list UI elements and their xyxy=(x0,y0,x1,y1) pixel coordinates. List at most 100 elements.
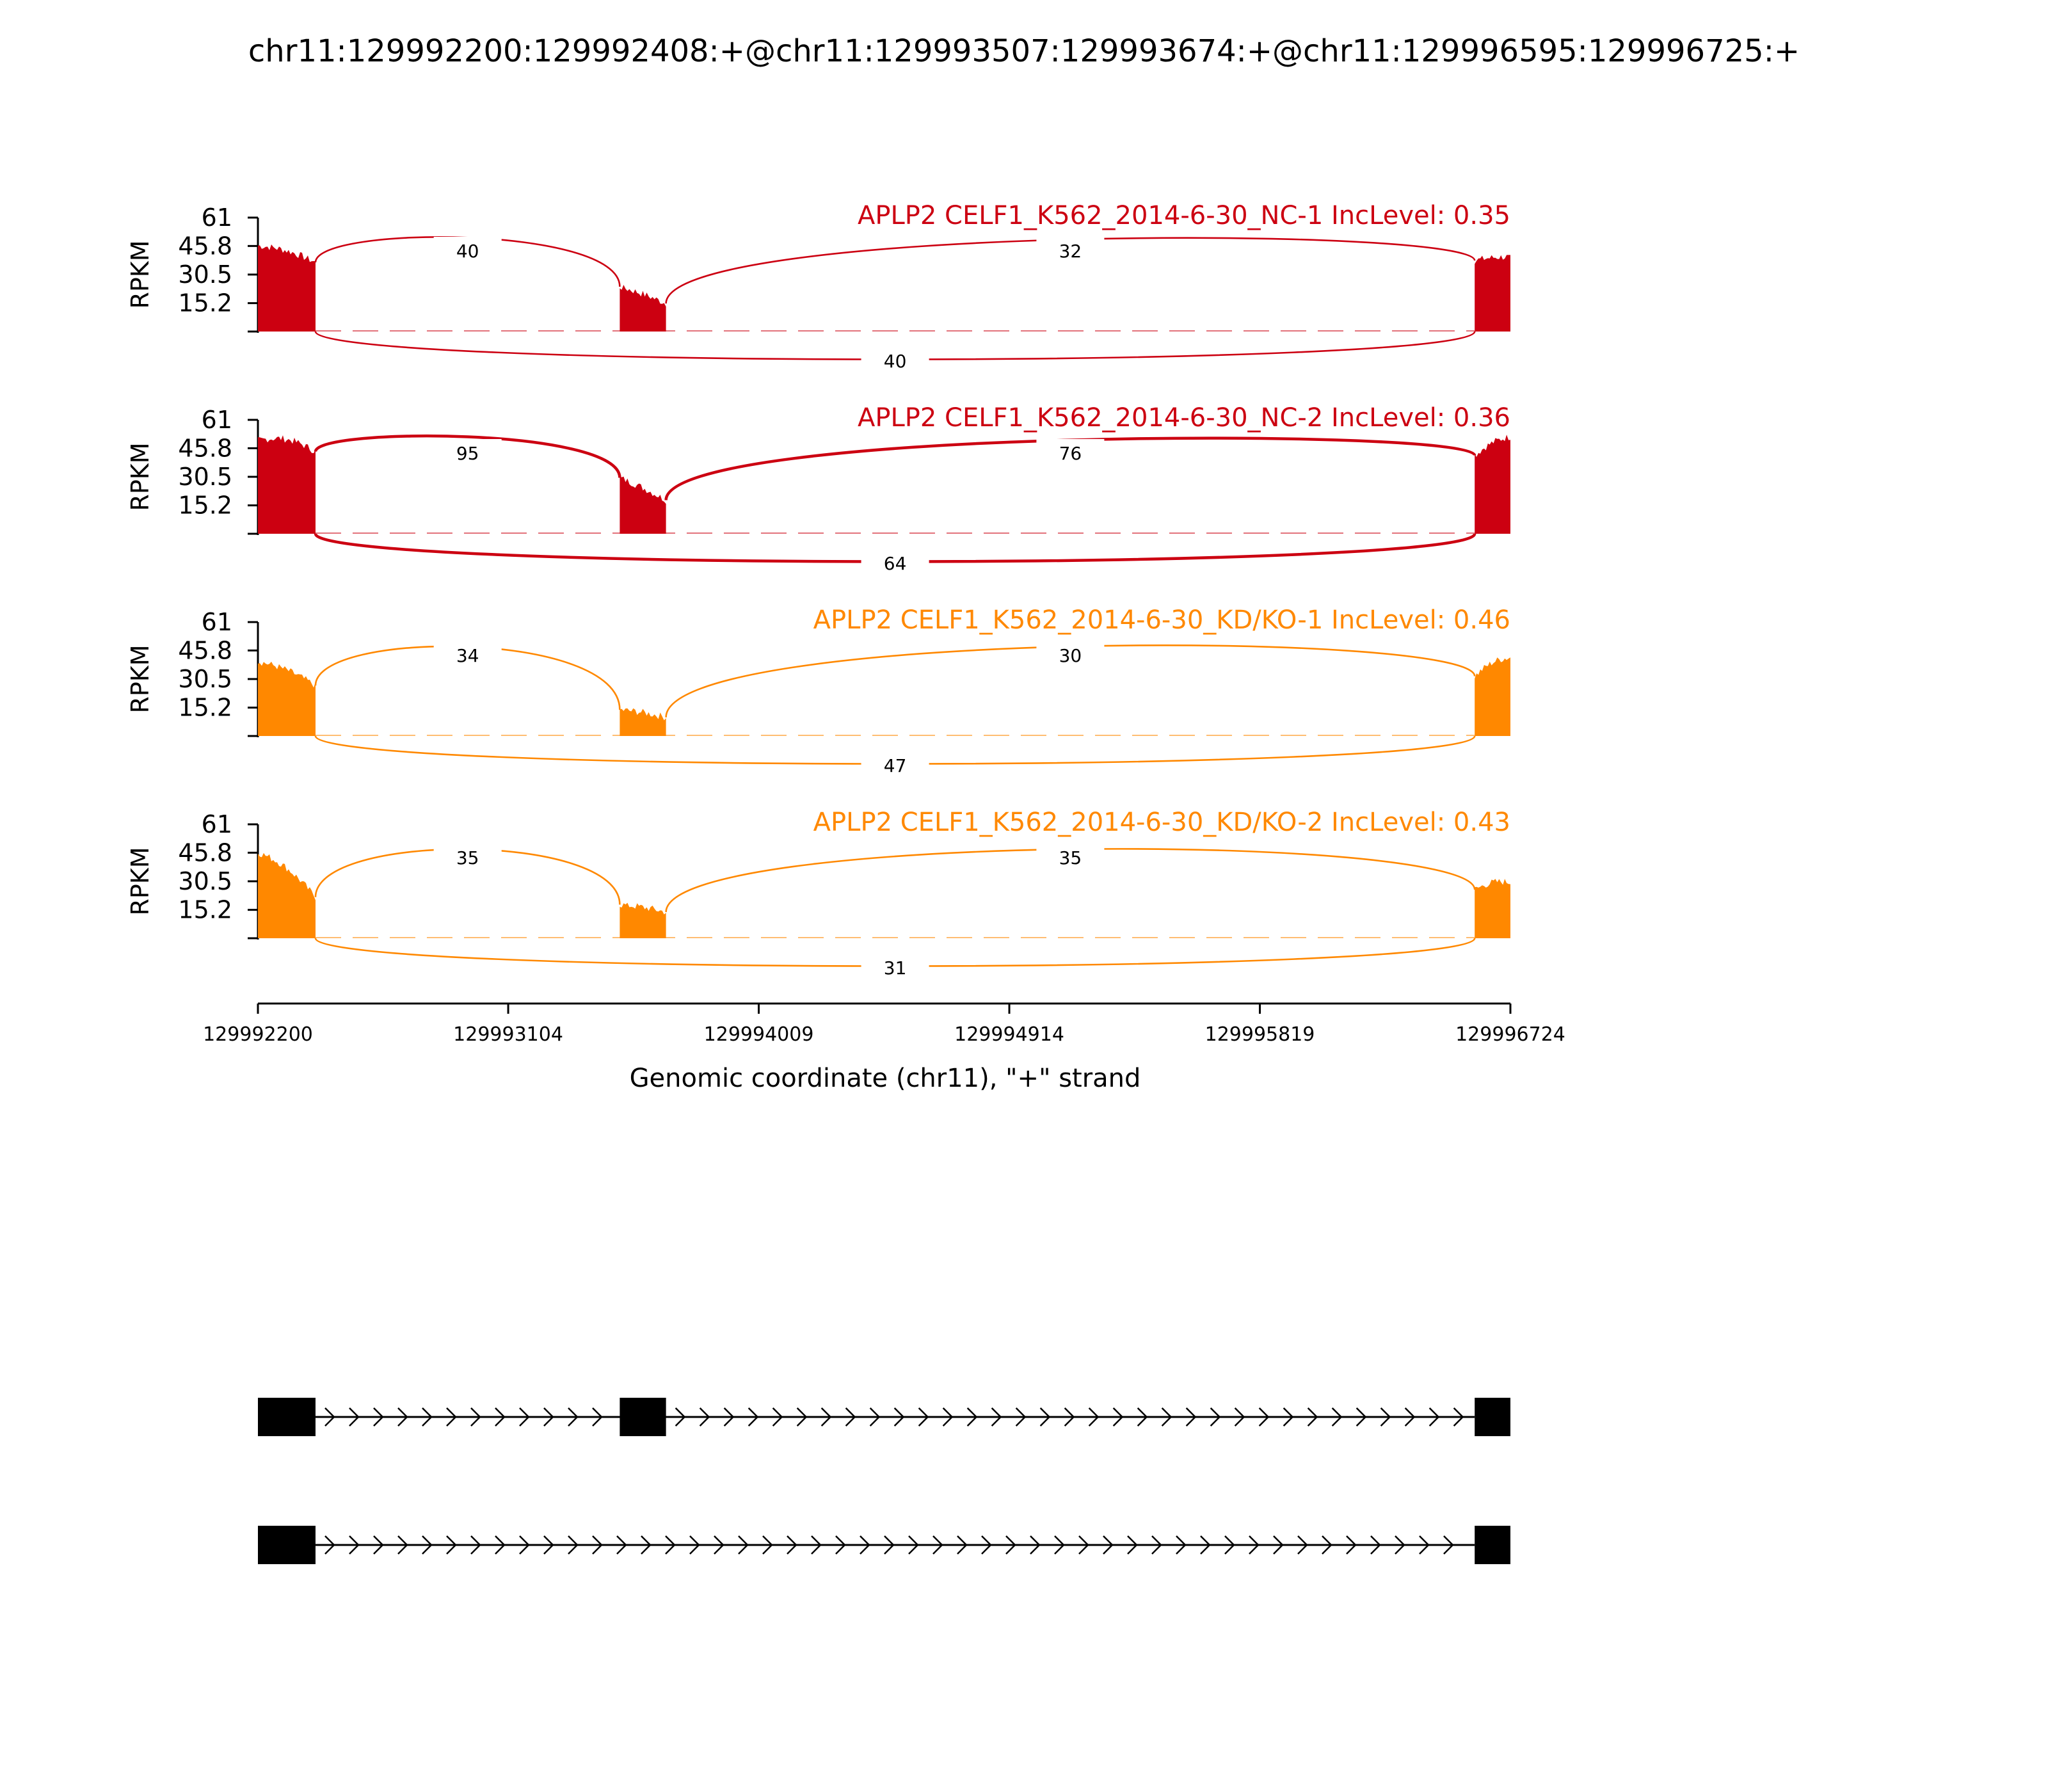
strand-arrow xyxy=(1322,1535,1332,1555)
junction-label-bg xyxy=(861,954,929,979)
track-label: APLP2 CELF1_K562_2014-6-30_KD/KO-1 IncLe… xyxy=(813,605,1510,635)
exon-coverage-2 xyxy=(620,708,666,736)
x-tick-label: 129994009 xyxy=(704,1023,814,1046)
strand-arrow xyxy=(1127,1535,1138,1555)
x-tick-label: 129992200 xyxy=(203,1023,313,1046)
strand-arrow xyxy=(1249,1535,1260,1555)
junction-count-label: 64 xyxy=(884,553,907,574)
y-tick-label: 61 xyxy=(202,608,232,636)
strand-arrow xyxy=(1307,1407,1318,1427)
junction-label-bg xyxy=(1036,641,1105,667)
strand-arrow xyxy=(1161,1407,1172,1427)
track-panel-1: 15.230.545.861 RPKM APLP2 CELF1_K562_2014-… xyxy=(126,201,1510,372)
strand-arrow xyxy=(699,1407,710,1427)
exon-block xyxy=(1475,1526,1510,1564)
y-axis-label: RPKM xyxy=(126,442,154,511)
strand-arrow xyxy=(1200,1535,1211,1555)
strand-arrow xyxy=(422,1407,433,1427)
strand-arrow xyxy=(981,1535,992,1555)
y-tick-label: 30.5 xyxy=(178,260,232,289)
strand-arrow xyxy=(373,1407,384,1427)
strand-arrow xyxy=(1039,1407,1051,1427)
strand-arrow xyxy=(397,1535,408,1555)
isoform-1 xyxy=(258,1398,1510,1436)
strand-arrow xyxy=(908,1535,919,1555)
x-axis: 129992200 129993104 129994009 129994914 1299… xyxy=(203,1002,1565,1046)
strand-arrow xyxy=(835,1535,846,1555)
strand-arrow xyxy=(324,1535,335,1555)
strand-arrow xyxy=(869,1407,881,1427)
strand-arrow xyxy=(495,1535,506,1555)
junction-label-bg xyxy=(861,751,929,777)
strand-arrow xyxy=(665,1535,676,1555)
strand-arrow xyxy=(1443,1535,1454,1555)
strand-arrow xyxy=(470,1407,481,1427)
strand-arrow xyxy=(796,1407,808,1427)
y-axis-label: RPKM xyxy=(126,644,154,713)
x-axis-label: Genomic coordinate (chr11), "+" strand xyxy=(630,1064,1141,1093)
strand-arrow xyxy=(675,1407,686,1427)
y-tick-label: 45.8 xyxy=(178,636,232,664)
strand-arrow xyxy=(1088,1407,1100,1427)
junction-count-label: 47 xyxy=(884,755,907,776)
junction-count-label: 40 xyxy=(884,351,907,372)
strand-arrow xyxy=(1297,1535,1308,1555)
x-tick-label: 129993104 xyxy=(453,1023,563,1046)
strand-arrow xyxy=(1370,1535,1381,1555)
strand-arrow xyxy=(1404,1407,1416,1427)
exon-block xyxy=(258,1398,316,1436)
strand-arrow xyxy=(519,1407,530,1427)
track-panel-4: 15.230.545.861 RPKM APLP2 CELF1_K562_2014-… xyxy=(126,808,1510,979)
x-tick-label: 129994914 xyxy=(954,1023,1064,1046)
strand-arrow xyxy=(519,1535,530,1555)
strand-arrow xyxy=(422,1535,433,1555)
strand-arrow xyxy=(689,1535,700,1555)
x-tick-label: 129995819 xyxy=(1205,1023,1315,1046)
strand-arrow xyxy=(893,1407,905,1427)
strand-arrow xyxy=(714,1535,724,1555)
strand-arrow xyxy=(373,1535,384,1555)
strand-arrow xyxy=(592,1535,603,1555)
strand-arrow xyxy=(568,1407,579,1427)
exon-coverage-2 xyxy=(620,902,666,938)
exon-coverage-3 xyxy=(1475,657,1510,736)
y-tick-label: 15.2 xyxy=(178,694,232,722)
strand-arrow xyxy=(1112,1407,1124,1427)
isoform-2 xyxy=(258,1526,1510,1564)
track-label: APLP2 CELF1_K562_2014-6-30_NC-2 IncLevel… xyxy=(858,403,1510,433)
exon-coverage-2 xyxy=(620,476,666,534)
strand-arrow xyxy=(1151,1535,1162,1555)
strand-arrow xyxy=(860,1535,870,1555)
strand-arrow xyxy=(884,1535,895,1555)
y-tick-label: 45.8 xyxy=(178,232,232,260)
strand-arrow xyxy=(1234,1407,1245,1427)
junction-count-label: 76 xyxy=(1059,443,1082,464)
strand-arrow xyxy=(446,1407,457,1427)
strand-arrow xyxy=(918,1407,929,1427)
x-tick-label: 129996724 xyxy=(1455,1023,1565,1046)
chart-title: chr11:129992200:129992408:+@chr11:129993… xyxy=(248,33,1800,69)
strand-arrow xyxy=(787,1535,797,1555)
y-tick-label: 30.5 xyxy=(178,665,232,693)
strand-arrow xyxy=(942,1407,954,1427)
strand-arrow xyxy=(966,1407,978,1427)
strand-arrow xyxy=(1103,1535,1114,1555)
strand-arrow xyxy=(1005,1535,1016,1555)
junction-label-bg xyxy=(1036,439,1105,465)
strand-arrow xyxy=(991,1407,1002,1427)
track-label: APLP2 CELF1_K562_2014-6-30_NC-1 IncLevel… xyxy=(858,201,1510,230)
y-tick-label: 45.8 xyxy=(178,434,232,462)
junction-label-bg xyxy=(861,549,929,575)
strand-arrow xyxy=(1176,1535,1187,1555)
strand-arrow xyxy=(616,1535,627,1555)
junction-count-label: 30 xyxy=(1059,645,1082,666)
strand-arrow xyxy=(1137,1407,1148,1427)
strand-arrow xyxy=(762,1535,773,1555)
junction-label-bg xyxy=(433,439,502,465)
junction-label-bg xyxy=(1036,237,1105,262)
strand-arrow xyxy=(349,1535,360,1555)
track-panel-3: 15.230.545.861 RPKM APLP2 CELF1_K562_2014-… xyxy=(126,605,1510,777)
y-tick-label: 45.8 xyxy=(178,838,232,867)
